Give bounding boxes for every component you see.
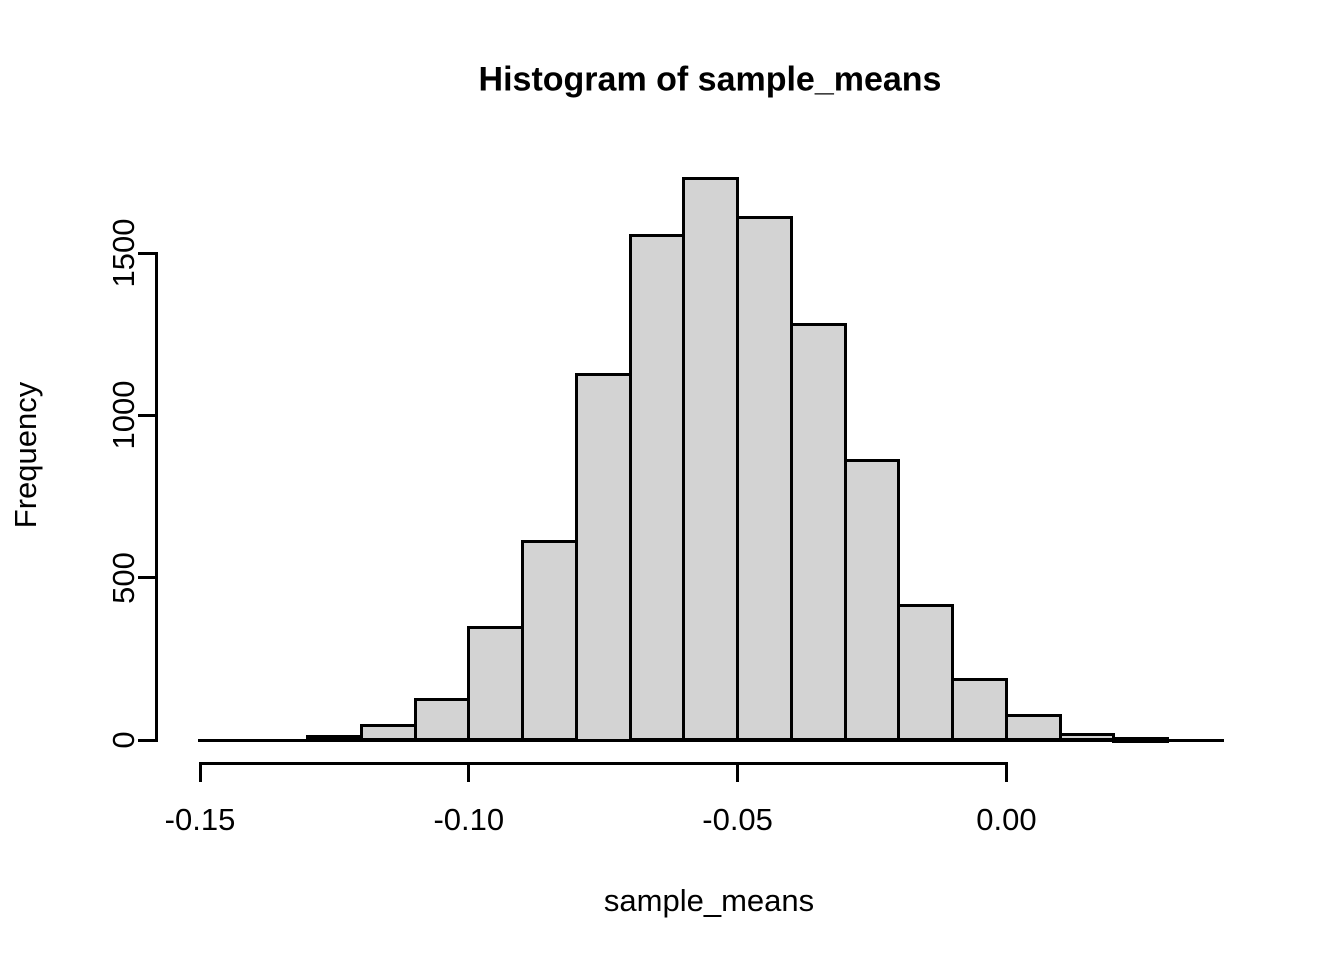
histogram-bar: [951, 678, 1008, 742]
x-axis-line: [198, 761, 1008, 765]
histogram-bar: [736, 215, 793, 742]
y-tick-mark: [137, 413, 155, 417]
x-tick-label: 0.00: [976, 802, 1037, 837]
histogram-bar: [1058, 732, 1116, 742]
histogram-bar: [789, 322, 847, 742]
y-tick-mark: [137, 576, 155, 580]
y-tick-label: 1500: [106, 218, 141, 288]
y-tick-mark: [137, 251, 155, 255]
x-tick-label: -0.10: [433, 802, 505, 837]
y-axis-line: [154, 251, 158, 742]
histogram-bar: [359, 723, 417, 742]
histogram-bar: [1004, 714, 1062, 742]
histogram-bar: [574, 373, 632, 742]
x-tick-label: -0.05: [702, 802, 773, 837]
x-tick-mark: [467, 764, 471, 782]
histogram-bar: [1112, 736, 1170, 743]
x-axis-label: sample_means: [603, 883, 815, 918]
histogram-bar: [843, 459, 901, 742]
histogram-bar: [521, 540, 578, 742]
x-tick-mark: [1004, 764, 1008, 782]
x-tick-mark: [736, 764, 740, 782]
histogram-bar: [413, 697, 471, 742]
chart-title: Histogram of sample_means: [478, 60, 942, 99]
histogram-bar: [467, 626, 525, 742]
histogram-bar: [897, 603, 955, 742]
y-tick-label: 500: [106, 551, 141, 604]
histogram-bar: [682, 176, 740, 742]
x-tick-mark: [198, 764, 202, 782]
y-tick-label: 1000: [106, 380, 141, 450]
x-tick-label: -0.15: [164, 802, 236, 837]
y-tick-label: 0: [106, 731, 141, 749]
histogram-bar: [628, 233, 686, 742]
y-tick-mark: [137, 738, 155, 742]
histogram-bar: [306, 735, 363, 742]
